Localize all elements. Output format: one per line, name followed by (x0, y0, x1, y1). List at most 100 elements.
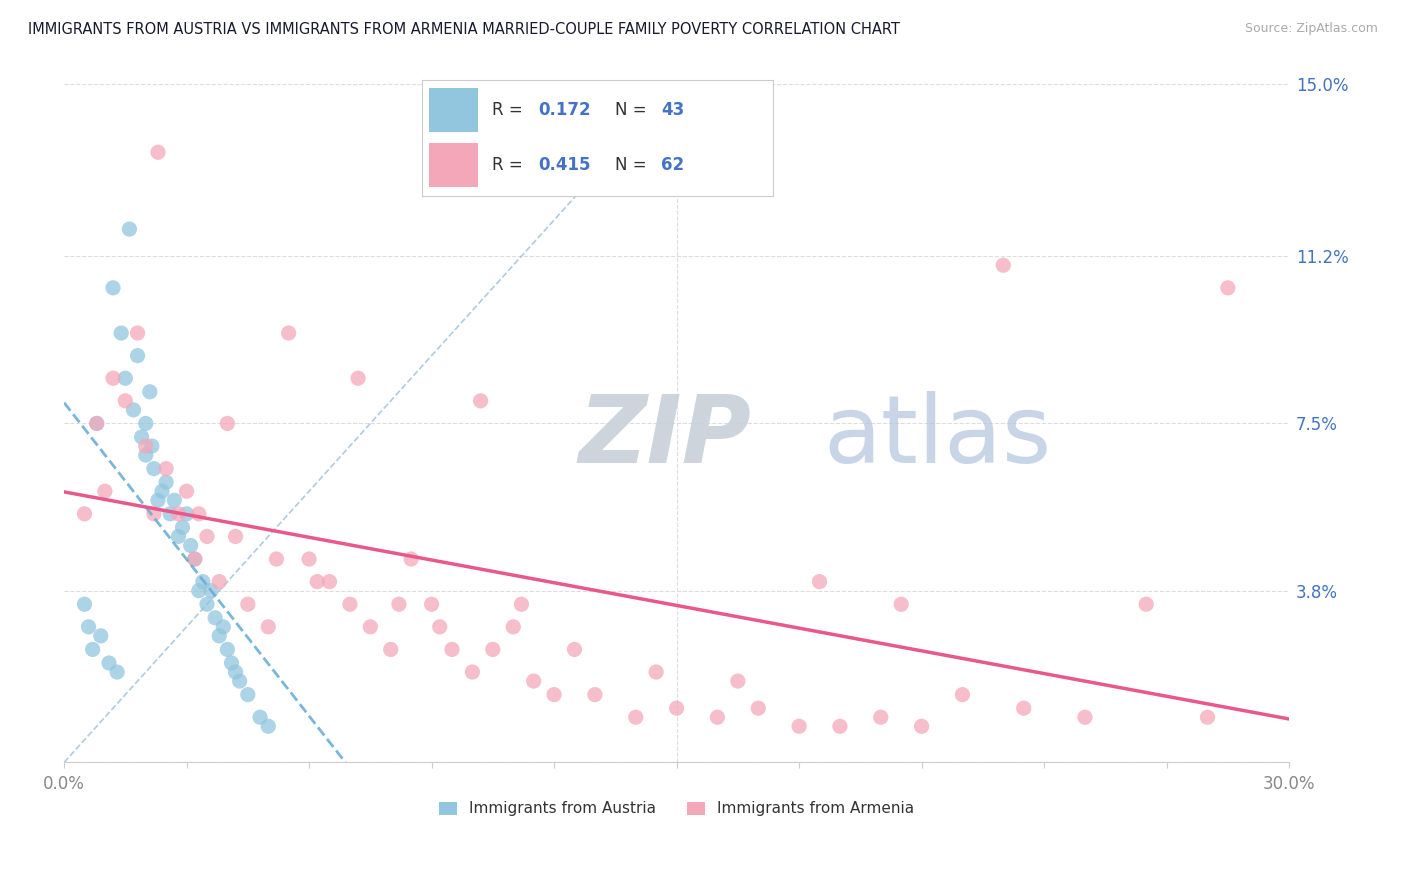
Point (167, 507, 190, 521)
Point (176, 507, 198, 521)
Point (114, 371, 136, 385)
Point (440, 642, 463, 657)
Point (339, 597, 361, 611)
Point (257, 620, 280, 634)
Point (191, 574, 214, 589)
Text: ZIP: ZIP (579, 391, 751, 483)
Point (98, 656, 121, 670)
Point (869, 710, 891, 724)
Point (706, 710, 728, 724)
Point (105, 665, 128, 679)
Point (101, 281, 124, 295)
Point (347, 371, 370, 385)
Point (208, 574, 231, 589)
Point (200, 583, 222, 598)
Point (135, 417, 157, 431)
Point (141, 439, 163, 453)
Point (204, 611, 226, 625)
Point (195, 529, 218, 543)
Point (787, 719, 810, 733)
Point (808, 574, 831, 589)
Point (208, 629, 231, 643)
Point (184, 552, 207, 566)
Point (77, 620, 100, 634)
Point (236, 597, 259, 611)
Point (890, 597, 912, 611)
Point (359, 620, 381, 634)
Point (167, 529, 190, 543)
Point (380, 642, 402, 657)
Text: N =: N = (616, 156, 652, 174)
Point (482, 642, 505, 657)
Point (73, 507, 96, 521)
FancyBboxPatch shape (429, 88, 478, 132)
Point (172, 520, 194, 534)
Point (176, 484, 198, 499)
Point (543, 688, 565, 702)
Point (94, 484, 117, 499)
Point (952, 688, 974, 702)
Point (73, 597, 96, 611)
Point (624, 710, 647, 724)
Point (187, 507, 209, 521)
Point (1012, 701, 1035, 715)
Point (180, 539, 202, 553)
Point (150, 484, 173, 499)
Point (217, 417, 239, 431)
Point (90, 629, 112, 643)
Point (277, 326, 299, 340)
Text: 43: 43 (661, 102, 685, 120)
Legend: Immigrants from Austria, Immigrants from Armenia: Immigrants from Austria, Immigrants from… (433, 796, 921, 822)
Point (249, 710, 271, 724)
Point (118, 222, 141, 236)
Point (146, 145, 169, 160)
Point (828, 719, 851, 733)
Point (1074, 710, 1097, 724)
Point (420, 597, 443, 611)
Point (1197, 710, 1219, 724)
Point (727, 674, 749, 689)
Point (127, 326, 149, 340)
Point (184, 552, 207, 566)
Point (510, 597, 533, 611)
Point (1135, 597, 1157, 611)
Point (228, 674, 250, 689)
Point (388, 597, 411, 611)
Point (110, 326, 132, 340)
Point (225, 665, 247, 679)
Text: Source: ZipAtlas.com: Source: ZipAtlas.com (1244, 22, 1378, 36)
Point (461, 665, 484, 679)
Point (236, 688, 259, 702)
Point (86, 417, 108, 431)
Point (212, 620, 235, 634)
Point (266, 552, 288, 566)
Point (298, 552, 321, 566)
Point (131, 430, 153, 444)
Point (257, 719, 280, 733)
Point (155, 475, 177, 490)
FancyBboxPatch shape (429, 143, 478, 187)
Text: 0.415: 0.415 (538, 156, 591, 174)
Point (101, 371, 124, 385)
Text: R =: R = (492, 156, 529, 174)
Point (159, 507, 181, 521)
Point (523, 674, 546, 689)
Text: R =: R = (492, 102, 529, 120)
Point (217, 642, 239, 657)
Point (1216, 281, 1239, 295)
Point (127, 349, 149, 363)
Point (318, 574, 340, 589)
Point (142, 461, 165, 475)
Point (564, 642, 586, 657)
Point (910, 719, 932, 733)
Point (142, 507, 165, 521)
Point (146, 493, 169, 508)
Point (747, 701, 769, 715)
Point (139, 384, 162, 399)
Point (135, 448, 157, 462)
Point (155, 461, 177, 475)
Point (195, 597, 218, 611)
Point (583, 688, 606, 702)
Point (86, 417, 108, 431)
Point (307, 574, 329, 589)
